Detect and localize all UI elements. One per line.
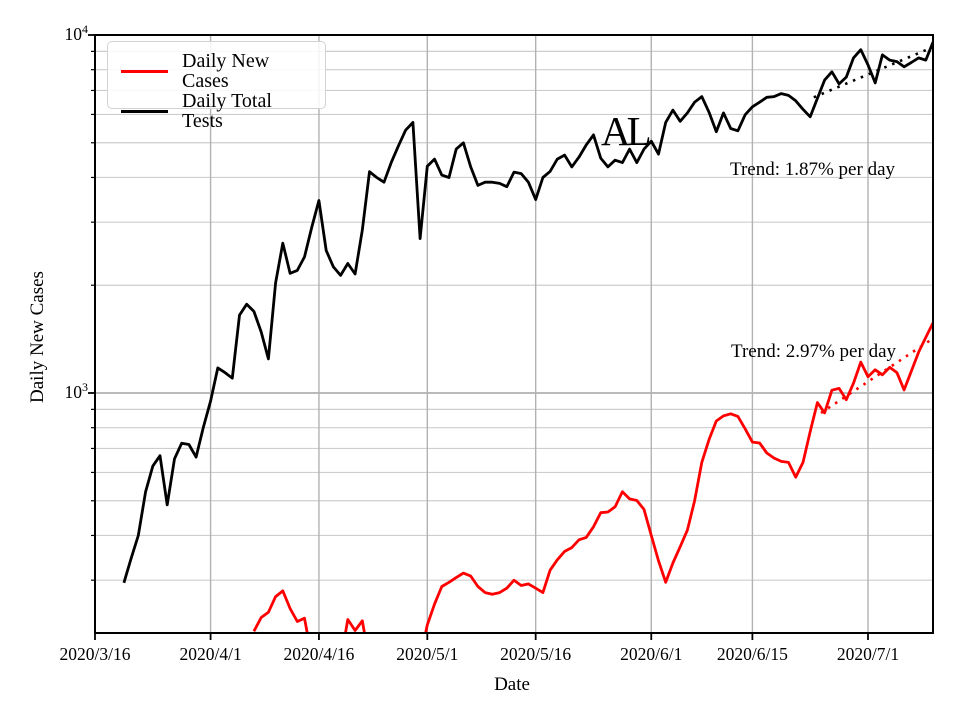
x-tick-label: 2020/6/15	[717, 644, 788, 664]
legend-entry-daily-total-tests: Daily Total Tests	[121, 91, 315, 131]
series-daily-total-tests	[122, 41, 933, 584]
y-tick-label-10e3: 103	[64, 380, 89, 402]
legend-line-black	[121, 109, 168, 113]
trend-line-cases-trend	[820, 337, 933, 414]
series-daily-new-cases	[252, 589, 309, 633]
legend-line-red	[121, 69, 168, 73]
x-tick-label: 2020/5/1	[396, 644, 458, 664]
x-tick-label: 2020/6/1	[620, 644, 682, 664]
legend-label: Daily Total Tests	[182, 90, 272, 132]
legend: Daily New Cases Daily Total Tests	[107, 41, 326, 131]
legend-entry-daily-new-cases: Daily New Cases	[121, 51, 315, 91]
axis-spines	[94, 34, 934, 634]
x-tick-label: 2020/7/1	[837, 644, 899, 664]
y-tick-label-10e4: 104	[64, 22, 89, 44]
y-axis-label: Daily New Cases	[27, 271, 48, 403]
x-tick-label: 2020/5/16	[500, 644, 571, 664]
x-axis-label: Date	[494, 674, 530, 695]
series-daily-new-cases	[424, 322, 933, 633]
tests-trend-annotation: Trend: 1.87% per day	[730, 159, 895, 180]
series-daily-new-cases	[344, 618, 366, 633]
x-tick-label: 2020/4/1	[179, 644, 241, 664]
x-tick-label: 2020/4/16	[283, 644, 354, 664]
cases-trend-annotation: Trend: 2.97% per day	[731, 341, 896, 362]
x-tick-label: 2020/3/16	[60, 644, 131, 664]
state-annotation: AL	[601, 108, 652, 154]
legend-label: Daily New Cases	[182, 50, 270, 92]
